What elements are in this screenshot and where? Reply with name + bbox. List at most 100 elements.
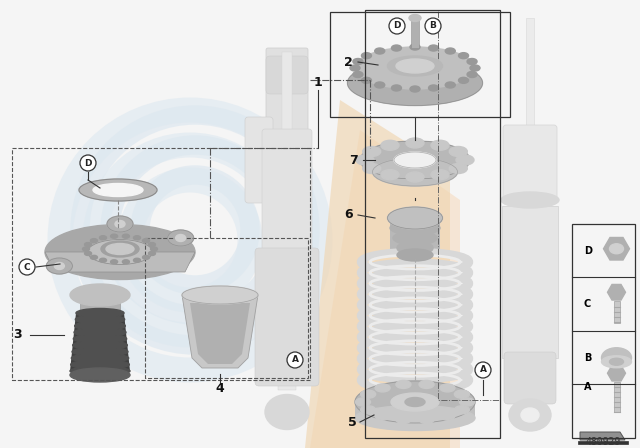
Ellipse shape bbox=[375, 48, 385, 54]
Text: D: D bbox=[393, 22, 401, 30]
Ellipse shape bbox=[353, 59, 363, 65]
Text: 480929: 480929 bbox=[586, 437, 621, 447]
Circle shape bbox=[425, 18, 441, 34]
FancyBboxPatch shape bbox=[80, 295, 120, 310]
Polygon shape bbox=[190, 303, 250, 364]
Ellipse shape bbox=[143, 239, 150, 243]
FancyBboxPatch shape bbox=[503, 125, 557, 203]
Polygon shape bbox=[70, 358, 129, 365]
Text: B: B bbox=[584, 353, 591, 363]
Text: C: C bbox=[24, 263, 30, 271]
FancyBboxPatch shape bbox=[282, 52, 292, 132]
Text: B: B bbox=[429, 22, 436, 30]
Ellipse shape bbox=[372, 158, 458, 186]
Ellipse shape bbox=[362, 78, 371, 83]
Ellipse shape bbox=[143, 255, 150, 259]
Ellipse shape bbox=[419, 416, 434, 423]
FancyBboxPatch shape bbox=[614, 382, 620, 412]
Ellipse shape bbox=[72, 347, 128, 356]
Ellipse shape bbox=[84, 242, 92, 246]
Text: 5: 5 bbox=[348, 415, 356, 428]
Ellipse shape bbox=[355, 405, 475, 431]
Ellipse shape bbox=[106, 244, 134, 254]
Text: D: D bbox=[584, 246, 592, 256]
Circle shape bbox=[389, 18, 405, 34]
Ellipse shape bbox=[406, 138, 424, 148]
Ellipse shape bbox=[168, 230, 194, 246]
Ellipse shape bbox=[54, 263, 65, 270]
Ellipse shape bbox=[75, 321, 125, 330]
Text: A: A bbox=[584, 382, 591, 392]
FancyBboxPatch shape bbox=[278, 250, 296, 390]
Ellipse shape bbox=[45, 224, 195, 280]
Circle shape bbox=[80, 155, 96, 171]
Circle shape bbox=[287, 352, 303, 368]
Ellipse shape bbox=[73, 341, 127, 350]
Polygon shape bbox=[71, 352, 129, 358]
Text: A: A bbox=[291, 356, 298, 365]
FancyBboxPatch shape bbox=[266, 48, 308, 382]
Ellipse shape bbox=[375, 384, 390, 392]
Polygon shape bbox=[74, 332, 127, 339]
Ellipse shape bbox=[76, 315, 125, 324]
Ellipse shape bbox=[458, 78, 468, 83]
Text: C: C bbox=[584, 299, 591, 309]
Ellipse shape bbox=[467, 72, 477, 78]
FancyBboxPatch shape bbox=[266, 56, 308, 94]
Polygon shape bbox=[580, 432, 625, 440]
Ellipse shape bbox=[265, 395, 309, 430]
Ellipse shape bbox=[609, 244, 623, 254]
Circle shape bbox=[19, 259, 35, 275]
Text: 3: 3 bbox=[13, 328, 22, 341]
Ellipse shape bbox=[148, 242, 156, 246]
Ellipse shape bbox=[449, 164, 467, 173]
Ellipse shape bbox=[501, 192, 559, 208]
Ellipse shape bbox=[74, 328, 126, 337]
Ellipse shape bbox=[83, 247, 90, 251]
Ellipse shape bbox=[134, 258, 141, 262]
Ellipse shape bbox=[375, 412, 390, 420]
Ellipse shape bbox=[602, 348, 632, 368]
Polygon shape bbox=[45, 252, 195, 272]
Ellipse shape bbox=[362, 53, 371, 59]
Ellipse shape bbox=[602, 356, 632, 368]
Ellipse shape bbox=[70, 366, 130, 375]
Ellipse shape bbox=[355, 398, 371, 406]
Ellipse shape bbox=[90, 239, 97, 243]
Ellipse shape bbox=[360, 141, 470, 179]
Ellipse shape bbox=[150, 247, 157, 251]
Polygon shape bbox=[74, 326, 126, 332]
Ellipse shape bbox=[84, 251, 92, 255]
Ellipse shape bbox=[454, 390, 469, 398]
FancyBboxPatch shape bbox=[411, 18, 419, 48]
FancyBboxPatch shape bbox=[504, 352, 556, 404]
Ellipse shape bbox=[361, 406, 376, 414]
Polygon shape bbox=[70, 365, 130, 371]
Ellipse shape bbox=[387, 56, 442, 76]
Ellipse shape bbox=[460, 398, 474, 406]
Ellipse shape bbox=[440, 384, 455, 392]
Ellipse shape bbox=[431, 170, 449, 180]
FancyBboxPatch shape bbox=[255, 248, 319, 386]
Text: 6: 6 bbox=[345, 208, 353, 221]
Text: 7: 7 bbox=[349, 154, 357, 167]
FancyBboxPatch shape bbox=[355, 402, 475, 418]
Ellipse shape bbox=[396, 380, 411, 388]
Ellipse shape bbox=[182, 286, 258, 304]
Ellipse shape bbox=[609, 358, 623, 365]
Ellipse shape bbox=[381, 140, 399, 150]
Polygon shape bbox=[76, 313, 125, 319]
Ellipse shape bbox=[111, 260, 118, 264]
Ellipse shape bbox=[470, 65, 480, 71]
Ellipse shape bbox=[88, 240, 152, 264]
Ellipse shape bbox=[363, 146, 381, 156]
Text: D: D bbox=[84, 159, 92, 168]
Ellipse shape bbox=[431, 140, 449, 150]
Ellipse shape bbox=[70, 368, 130, 382]
Ellipse shape bbox=[134, 236, 141, 240]
Ellipse shape bbox=[148, 251, 156, 255]
Ellipse shape bbox=[458, 53, 468, 59]
Polygon shape bbox=[310, 130, 460, 448]
Ellipse shape bbox=[429, 45, 438, 51]
Ellipse shape bbox=[509, 399, 551, 431]
